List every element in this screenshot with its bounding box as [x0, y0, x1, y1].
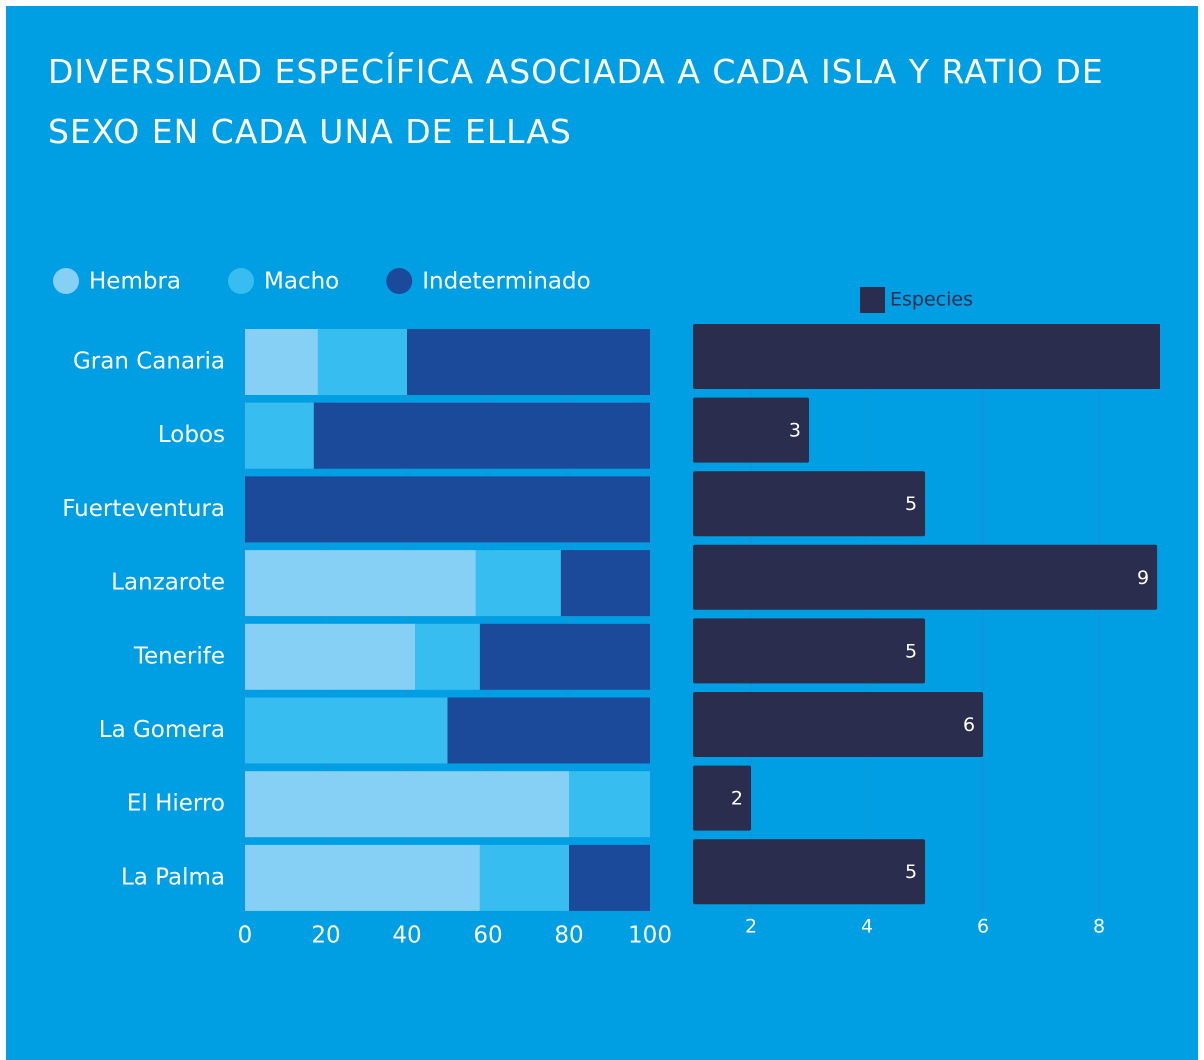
legend-marker: [386, 268, 413, 294]
y-tick-label: La Gomera: [99, 717, 225, 743]
x-tick-label: 60: [473, 923, 502, 949]
left-chart: [244, 329, 651, 919]
bar-segment: [569, 771, 650, 838]
y-tick-label: Lobos: [158, 422, 225, 448]
x-tick-label: 80: [554, 923, 583, 949]
value-label: 5: [905, 493, 917, 515]
legend-marker: [860, 287, 885, 313]
legend-label: Especies: [890, 289, 973, 311]
legend-marker: [53, 268, 79, 294]
x-tick-label: 6: [977, 916, 989, 938]
bar: [693, 324, 1160, 389]
value-label: 2: [731, 788, 743, 810]
y-tick-label: El Hierro: [127, 791, 225, 817]
bar: [693, 618, 926, 684]
bar-segment: [245, 697, 448, 764]
legend-label: Indeterminado: [422, 269, 590, 295]
value-label: 5: [905, 861, 917, 883]
title: DIVERSIDAD ESPECÍFICA ASOCIADA A CADA IS…: [48, 52, 1104, 151]
x-tick-label: 4: [861, 916, 873, 938]
value-label: 3: [789, 420, 801, 442]
bar-segment: [569, 844, 650, 911]
bar: [693, 765, 752, 831]
bar-segment: [475, 550, 561, 617]
x-tick-label: 0: [238, 923, 253, 949]
y-tick-label: La Palma: [121, 864, 225, 890]
bar-segment: [245, 771, 569, 838]
bar-segment: [415, 623, 480, 690]
legend-label: Macho: [264, 269, 339, 295]
value-label: 6: [963, 714, 975, 736]
bar-segment: [560, 550, 650, 617]
bar: [693, 397, 810, 463]
bar-segment: [245, 402, 314, 469]
x-tick-label: 8: [1093, 916, 1105, 938]
bar-segment: [479, 844, 569, 911]
x-tick-label: 2: [745, 916, 757, 938]
bar-segment: [313, 402, 650, 469]
y-tick-label: Tenerife: [133, 643, 225, 669]
bar-segment: [245, 623, 416, 690]
legend-label: Hembra: [89, 269, 181, 295]
bar-segment: [245, 550, 476, 617]
value-label: 5: [905, 640, 917, 662]
bar-segment: [245, 329, 318, 395]
y-tick-label: Lanzarote: [111, 570, 225, 596]
bar: [693, 839, 926, 905]
x-tick-label: 40: [392, 923, 421, 949]
bar-segment: [245, 476, 650, 543]
y-tick-label: Fuerteventura: [62, 496, 225, 522]
bar-segment: [245, 844, 480, 911]
y-tick-label: Gran Canaria: [73, 349, 225, 375]
value-label: 9: [1137, 567, 1149, 589]
legend-marker: [228, 268, 254, 294]
bar: [693, 471, 926, 537]
bar-segment: [479, 623, 650, 690]
x-tick-label: 100: [628, 923, 672, 949]
bar-segment: [407, 329, 650, 395]
right-chart: [693, 324, 1160, 913]
bar: [693, 692, 984, 757]
bar-segment: [317, 329, 407, 395]
bar-segment: [447, 697, 650, 764]
labels: 0 20 40 60 80 100 Gran Canaria Lobos Fuerteventu…: [53, 268, 1149, 949]
bar: [693, 544, 1158, 610]
x-tick-label: 20: [311, 923, 340, 949]
